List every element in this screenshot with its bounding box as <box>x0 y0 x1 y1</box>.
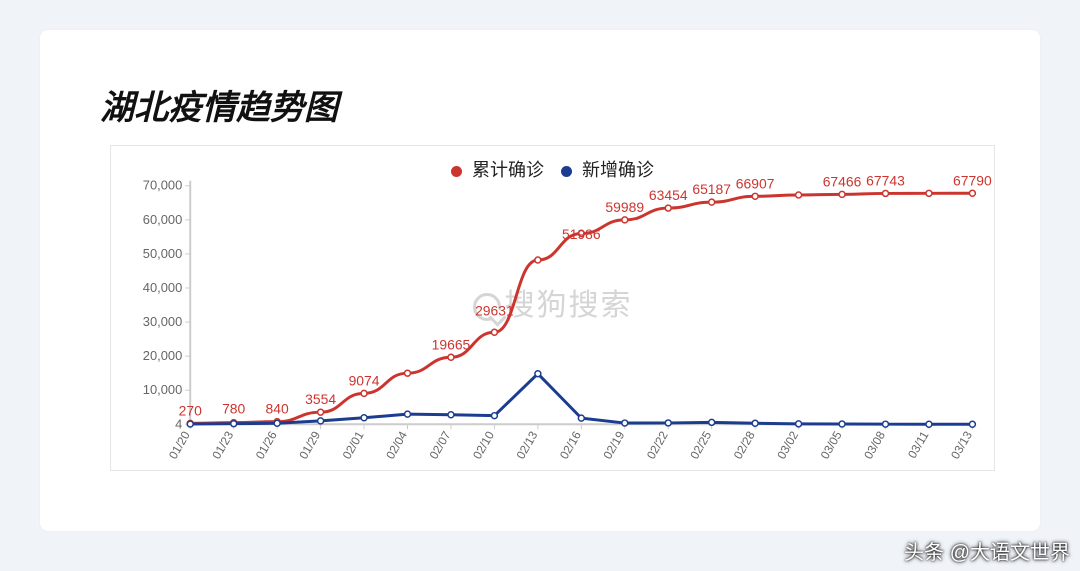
svg-text:19665: 19665 <box>432 336 471 352</box>
chart-card: 湖北疫情趋势图 累计确诊 新增确诊 搜狗搜索 410,00020,00030,0… <box>40 30 1040 531</box>
svg-text:65187: 65187 <box>692 181 731 197</box>
svg-text:29631: 29631 <box>475 302 514 318</box>
svg-text:40,000: 40,000 <box>143 280 182 295</box>
svg-text:67790: 67790 <box>953 172 992 188</box>
svg-text:02/16: 02/16 <box>557 428 584 461</box>
svg-text:01/23: 01/23 <box>209 428 236 461</box>
svg-text:780: 780 <box>222 401 245 417</box>
svg-text:01/29: 01/29 <box>296 428 323 461</box>
svg-text:30,000: 30,000 <box>143 314 182 329</box>
svg-text:01/26: 01/26 <box>253 428 280 461</box>
chart-container: 累计确诊 新增确诊 搜狗搜索 410,00020,00030,00040,000… <box>110 145 995 471</box>
svg-text:67743: 67743 <box>866 172 905 188</box>
svg-text:02/19: 02/19 <box>600 428 627 461</box>
svg-text:02/10: 02/10 <box>470 428 497 461</box>
chart-svg: 4 10,000 20,000 30,000 40,000 50,000 60,000 70,… <box>111 146 994 470</box>
svg-text:02/22: 02/22 <box>644 428 671 461</box>
svg-text:02/13: 02/13 <box>513 428 540 461</box>
svg-text:02/01: 02/01 <box>340 428 367 461</box>
svg-text:02/07: 02/07 <box>427 428 454 461</box>
svg-text:70,000: 70,000 <box>143 178 182 193</box>
chart-title: 湖北疫情趋势图 <box>100 80 338 129</box>
svg-text:67466: 67466 <box>823 173 862 189</box>
svg-text:02/04: 02/04 <box>383 428 410 461</box>
svg-text:03/08: 03/08 <box>861 428 888 461</box>
svg-text:02/25: 02/25 <box>687 428 714 461</box>
svg-text:50,000: 50,000 <box>143 246 182 261</box>
svg-text:01/20: 01/20 <box>166 428 193 461</box>
svg-text:4: 4 <box>175 416 182 431</box>
svg-text:3554: 3554 <box>305 391 336 407</box>
svg-text:03/02: 03/02 <box>774 428 801 461</box>
svg-text:840: 840 <box>266 400 289 416</box>
svg-text:20,000: 20,000 <box>143 348 182 363</box>
svg-text:60,000: 60,000 <box>143 212 182 227</box>
svg-text:9074: 9074 <box>349 372 380 388</box>
svg-text:66907: 66907 <box>736 175 775 191</box>
svg-text:03/05: 03/05 <box>818 428 845 461</box>
svg-text:03/13: 03/13 <box>948 428 975 461</box>
svg-text:270: 270 <box>179 402 202 418</box>
attribution-text: 头条 @大语文世界 <box>904 536 1070 565</box>
svg-text:02/28: 02/28 <box>731 428 758 461</box>
svg-text:03/11: 03/11 <box>905 428 932 460</box>
svg-text:59989: 59989 <box>605 199 644 215</box>
svg-text:51986: 51986 <box>562 226 601 242</box>
svg-text:63454: 63454 <box>649 187 688 203</box>
svg-text:10,000: 10,000 <box>143 382 182 397</box>
